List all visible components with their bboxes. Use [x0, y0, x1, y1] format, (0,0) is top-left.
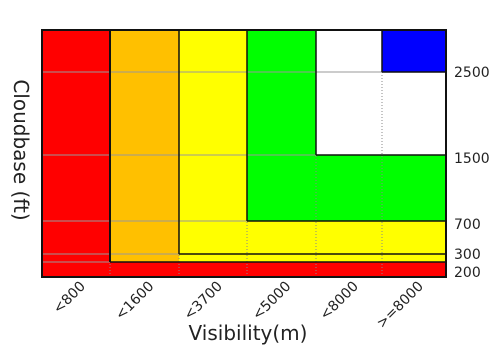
x-tick-label: <3700	[181, 279, 226, 324]
cell-yellow-r5-c2	[179, 30, 247, 72]
y-tick-labels: 200 300 700 1500 2500	[454, 65, 490, 281]
cell-amber-r4-c1	[110, 72, 179, 155]
cell-yellow-r3-c2	[179, 155, 247, 221]
cell-red-r0-c2	[179, 262, 247, 277]
cell-yellow-r2-c3	[247, 221, 316, 254]
y-tick-label: 300	[454, 247, 481, 263]
cell-red-r0-c5	[382, 262, 446, 277]
cell-green-r3-c5	[382, 155, 446, 221]
cell-red-r3-c0	[42, 155, 110, 221]
cell-white-r4-c5	[382, 72, 446, 155]
chart-gridlines	[42, 30, 446, 277]
cell-green-r4-c3	[247, 72, 316, 155]
cell-yellow-r1-c2	[179, 254, 247, 262]
cell-red-r4-c0	[42, 72, 110, 155]
cell-red-r2-c0	[42, 221, 110, 254]
cell-red-r0-c3	[247, 262, 316, 277]
plot-frame	[41, 29, 447, 278]
x-tick-label: >=8000	[374, 279, 427, 332]
cell-white-r5-c4	[316, 30, 382, 72]
cell-red-r5-c0	[42, 30, 110, 72]
cell-green-r3-c4	[316, 155, 382, 221]
y-tick-label: 200	[454, 265, 481, 281]
x-tick-label: <800	[50, 279, 89, 318]
cell-amber-r3-c1	[110, 155, 179, 221]
cell-white-r4-c4	[316, 72, 382, 155]
cell-amber-r5-c1	[110, 30, 179, 72]
cell-red-r0-c0	[42, 262, 110, 277]
cell-yellow-r4-c2	[179, 72, 247, 155]
cell-red-r0-c4	[316, 262, 382, 277]
cell-yellow-r1-c3	[247, 254, 316, 262]
y-tick-label: 2500	[454, 65, 490, 81]
cell-yellow-r1-c5	[382, 254, 446, 262]
x-tick-label: <1600	[113, 279, 158, 324]
y-axis-title: Cloudbase (ft)	[9, 79, 33, 220]
x-axis-title: Visibility(m)	[189, 321, 308, 345]
cell-yellow-r1-c4	[316, 254, 382, 262]
cell-yellow-r2-c5	[382, 221, 446, 254]
y-tick-label: 1500	[454, 151, 490, 167]
cell-green-r3-c3	[247, 155, 316, 221]
x-tick-label: <5000	[250, 279, 295, 324]
cell-amber-r1-c1	[110, 254, 179, 262]
cell-blue-r5-c5	[382, 30, 446, 72]
chart-cells	[42, 30, 446, 277]
cell-amber-r2-c1	[110, 221, 179, 254]
cell-red-r1-c0	[42, 254, 110, 262]
cell-red-r0-c1	[110, 262, 179, 277]
cell-green-r5-c3	[247, 30, 316, 72]
y-tick-label: 700	[454, 217, 481, 233]
cell-yellow-r2-c2	[179, 221, 247, 254]
cell-yellow-r2-c4	[316, 221, 382, 254]
x-tick-label: <8000	[317, 279, 362, 324]
